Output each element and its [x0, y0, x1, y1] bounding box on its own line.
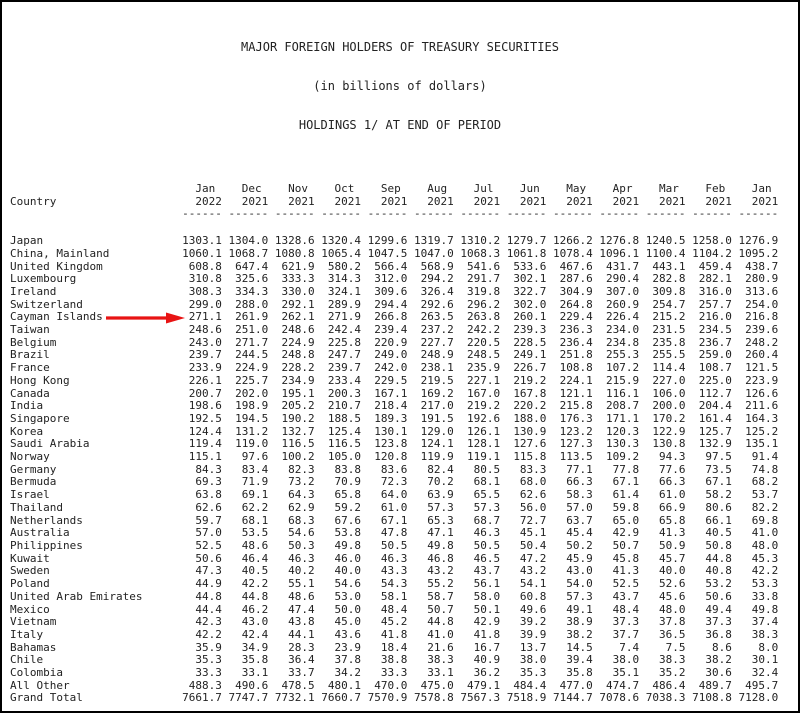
- table-row-bermuda: Bermuda 69.3 71.9 73.2 70.9 72.3 70.2 68…: [10, 475, 779, 489]
- table-row-canada: Canada 200.7 202.0 195.1 200.3 167.1 169…: [10, 386, 779, 400]
- column-separator: ------ ------ ------ ------ ------ -----…: [10, 207, 779, 221]
- table-row-thailand: Thailand 62.6 62.2 62.9 59.2 61.0 57.3 5…: [10, 500, 779, 514]
- report-period-note: HOLDINGS 1/ AT END OF PERIOD: [298, 118, 502, 132]
- table-row-belgium: Belgium 243.0 271.7 224.9 225.8 220.9 22…: [10, 335, 779, 349]
- holdings-table: Jan Dec Nov Oct Sep Aug Jul Jun May Apr …: [2, 182, 798, 711]
- table-row-norway: Norway 115.1 97.6 100.2 105.0 120.8 119.…: [10, 450, 779, 464]
- table-row-all-other: All Other 488.3 490.6 478.5 480.1 470.0 …: [10, 678, 779, 692]
- table-row-philippines: Philippines 52.5 48.6 50.3 49.8 50.5 49.…: [10, 538, 779, 552]
- table-row-bahamas: Bahamas 35.9 34.9 28.3 23.9 18.4 21.6 16…: [10, 640, 779, 654]
- table-row-germany: Germany 84.3 83.4 82.3 83.8 83.6 82.4 80…: [10, 462, 779, 476]
- table-row-korea: Korea 124.4 131.2 132.7 125.4 130.1 129.…: [10, 424, 779, 438]
- table-row-china-mainland: China, Mainland 1060.1 1068.7 1080.8 106…: [10, 246, 779, 260]
- title-block: MAJOR FOREIGN HOLDERS OF TREASURY SECURI…: [2, 15, 798, 158]
- table-row-vietnam: Vietnam 42.3 43.0 43.8 45.0 45.2 44.8 42…: [10, 615, 779, 629]
- table-row-japan: Japan 1303.1 1304.0 1328.6 1320.4 1299.6…: [10, 234, 779, 248]
- table-row-netherlands: Netherlands 59.7 68.1 68.3 67.6 67.1 65.…: [10, 513, 779, 527]
- table-row-luxembourg: Luxembourg 310.8 325.6 333.3 314.3 312.0…: [10, 272, 779, 286]
- table-row-saudi-arabia: Saudi Arabia 119.4 119.0 116.5 116.5 123…: [10, 437, 779, 451]
- table-row-australia: Australia 57.0 53.5 54.6 53.8 47.8 47.1 …: [10, 526, 779, 540]
- table-row-india: India 198.6 198.9 205.2 210.7 218.4 217.…: [10, 399, 779, 413]
- table-row-taiwan: Taiwan 248.6 251.0 248.6 242.4 239.4 237…: [10, 323, 779, 337]
- table-row-united-arab-emirates: United Arab Emirates 44.8 44.8 48.6 53.0…: [10, 589, 779, 603]
- column-headers-years: Country 2022 2021 2021 2021 2021 2021 20…: [10, 194, 779, 208]
- spacer: [10, 705, 798, 711]
- table-row-israel: Israel 63.8 69.1 64.3 65.8 64.0 63.9 65.…: [10, 488, 779, 502]
- column-headers-months: Jan Dec Nov Oct Sep Aug Jul Jun May Apr …: [10, 182, 779, 195]
- table-row-poland: Poland 44.9 42.2 55.1 54.6 54.3 55.2 56.…: [10, 577, 779, 591]
- table-row-singapore: Singapore 192.5 194.5 190.2 188.5 189.3 …: [10, 411, 779, 425]
- table-row-italy: Italy 42.2 42.4 44.1 43.6 41.8 41.0 41.8…: [10, 627, 779, 641]
- annotation-arrow-icon: [106, 312, 185, 324]
- table-row-kuwait: Kuwait 50.6 46.4 46.3 46.0 46.3 46.8 46.…: [10, 551, 779, 565]
- table-row-cayman-islands: Cayman Islands 271.1 261.9 262.1 271.9 2…: [10, 310, 779, 324]
- table-row-united-kingdom: United Kingdom 608.8 647.4 621.9 580.2 5…: [10, 259, 779, 273]
- table-row-mexico: Mexico 44.4 46.2 47.4 50.0 48.4 50.7 50.…: [10, 602, 779, 616]
- table-row-sweden: Sweden 47.3 40.5 40.2 40.0 43.3 43.2 43.…: [10, 564, 779, 578]
- table-row-france: France 233.9 224.9 228.2 239.7 242.0 238…: [10, 361, 779, 375]
- table-row-colombia: Colombia 33.3 33.1 33.7 34.2 33.3 33.1 3…: [10, 666, 779, 680]
- table-row-brazil: Brazil 239.7 244.5 248.8 247.7 249.0 248…: [10, 348, 779, 362]
- table-row-chile: Chile 35.3 35.8 36.4 37.8 38.8 38.3 40.9…: [10, 653, 779, 667]
- table-row-ireland: Ireland 308.3 334.3 330.0 324.1 309.6 32…: [10, 284, 779, 298]
- table-row-switzerland: Switzerland 299.0 288.0 292.1 289.9 294.…: [10, 297, 779, 311]
- report-subtitle: (in billions of dollars): [313, 79, 487, 93]
- report-title: MAJOR FOREIGN HOLDERS OF TREASURY SECURI…: [241, 40, 559, 54]
- spacer: [10, 221, 798, 235]
- table-row-hong-kong: Hong Kong 226.1 225.7 234.9 233.4 229.5 …: [10, 373, 779, 387]
- table-row-grand-total: Grand Total 7661.7 7747.7 7732.1 7660.7 …: [10, 691, 779, 705]
